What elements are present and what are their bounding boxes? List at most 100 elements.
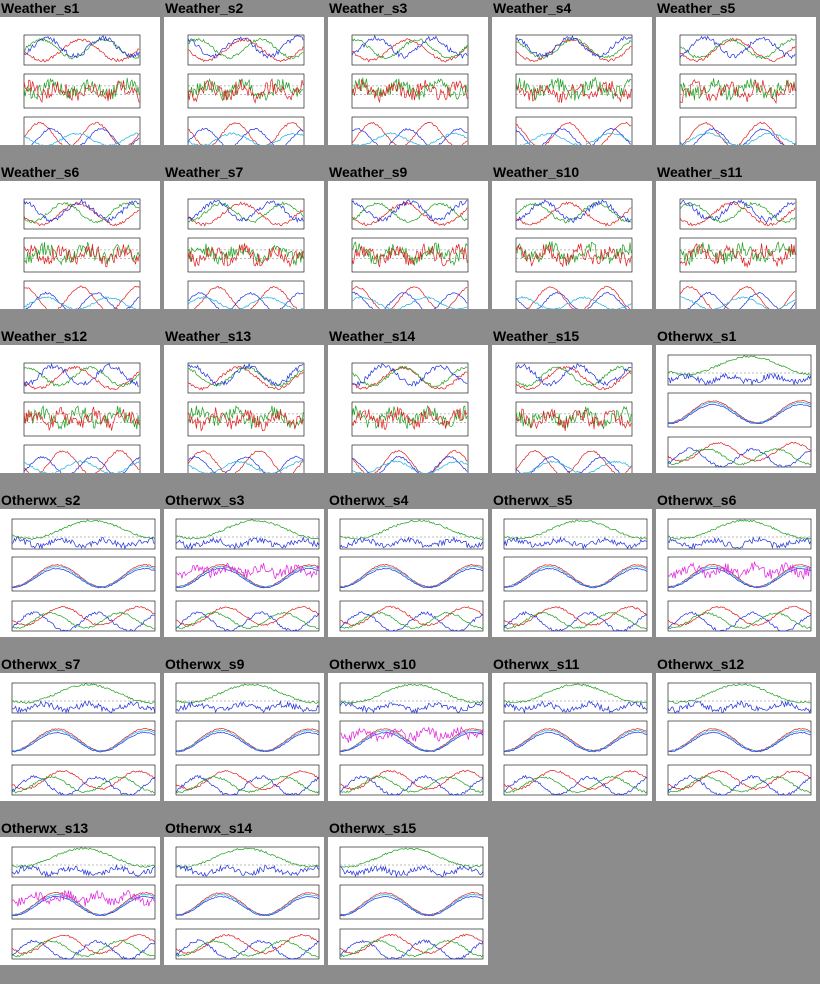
thumbnail-title: Weather_s10 (493, 164, 580, 180)
plot-trace (679, 285, 796, 309)
thumbnail-image-link[interactable] (164, 673, 324, 801)
thumbnail-plot (351, 34, 469, 145)
plot-trace (187, 455, 304, 473)
plot-trace (24, 449, 140, 473)
thumbnail-image-link[interactable] (164, 181, 324, 309)
plot-panel-frame (515, 237, 633, 273)
plot-panel-frame (503, 518, 648, 550)
thumbnail-image-link[interactable] (492, 181, 652, 309)
thumbnail-image-link[interactable] (492, 17, 652, 145)
plot-trace (352, 296, 468, 309)
plot-panel-frame (351, 237, 469, 273)
plot-trace (175, 567, 319, 589)
thumbnail-image-link[interactable] (492, 345, 652, 473)
thumbnail-image-link[interactable] (656, 509, 816, 637)
plot-trace (667, 728, 811, 752)
plot-trace (679, 241, 796, 266)
plot-trace (503, 728, 647, 752)
thumbnail-image-link[interactable] (0, 837, 160, 965)
plot-panel-frame (175, 600, 320, 632)
plot-trace (351, 449, 468, 473)
thumbnail-plot (11, 518, 156, 632)
plot-trace (11, 567, 156, 589)
plot-panel-frame (11, 720, 156, 756)
plot-panel-frame (339, 556, 484, 592)
plot-trace (679, 78, 796, 101)
plot-trace (23, 121, 140, 145)
plot-trace (11, 939, 156, 958)
plot-trace (668, 731, 811, 753)
plot-panel-frame (11, 518, 156, 550)
plot-trace (679, 199, 796, 223)
plot-trace (175, 700, 320, 714)
plot-panel-frame (11, 556, 156, 592)
plot-panel-frame (187, 444, 305, 473)
plot-trace (175, 605, 320, 626)
thumbnail-image-link[interactable] (164, 509, 324, 637)
thumbnail-title: Otherwx_s2 (1, 492, 81, 508)
thumbnail-image-link[interactable] (656, 181, 816, 309)
thumbnail-image-link[interactable] (0, 345, 160, 473)
plot-trace (12, 770, 155, 790)
plot-trace (11, 863, 156, 878)
plot-trace (175, 847, 319, 868)
plot-panel-frame (515, 362, 633, 394)
thumbnail-title: Otherwx_s1 (657, 328, 737, 344)
thumbnail-title: Otherwx_s6 (657, 492, 737, 508)
thumbnail-image-link[interactable] (0, 509, 160, 637)
thumbnail-image-link[interactable] (328, 673, 488, 801)
thumbnail-image-link[interactable] (0, 181, 160, 309)
plot-trace (11, 847, 155, 868)
thumbnail-image-link[interactable] (164, 17, 324, 145)
plot-trace (515, 199, 632, 223)
plot-trace (175, 565, 319, 588)
thumbnail-plot (339, 846, 484, 960)
plot-trace (187, 122, 304, 145)
plot-trace (175, 774, 320, 796)
thumbnail-image-link[interactable] (0, 673, 160, 801)
plot-panel-frame (175, 682, 320, 714)
plot-trace (23, 243, 140, 268)
thumbnail-title: Otherwx_s3 (165, 492, 245, 508)
plot-panel-frame (667, 600, 812, 632)
thumbnail-title: Weather_s13 (165, 328, 252, 344)
plot-trace (23, 296, 140, 309)
plot-trace (667, 401, 811, 424)
thumbnail-plot (23, 198, 141, 309)
plot-trace (667, 775, 811, 796)
plot-panel-frame (515, 34, 633, 66)
thumbnail-image-link[interactable] (164, 837, 324, 965)
thumbnail-image-link[interactable] (656, 673, 816, 801)
plot-trace (515, 201, 632, 224)
plot-panel-frame (679, 198, 797, 230)
plot-trace (339, 893, 484, 916)
thumbnail-image-link[interactable] (328, 17, 488, 145)
thumbnail-plot (187, 362, 305, 473)
thumbnail-image-link[interactable] (492, 509, 652, 637)
thumbnail-plot (339, 518, 484, 632)
thumbnail-plot (515, 198, 633, 309)
thumbnail-image-link[interactable] (328, 345, 488, 473)
thumbnail-image-link[interactable] (492, 673, 652, 801)
thumbnail-image-link[interactable] (0, 17, 160, 145)
plot-trace (351, 38, 468, 63)
plot-panel-frame (11, 846, 156, 878)
plot-trace (503, 700, 647, 714)
plot-trace (351, 285, 468, 309)
plot-trace (340, 726, 484, 743)
thumbnail-image-link[interactable] (328, 837, 488, 965)
thumbnail-image-link[interactable] (164, 345, 324, 473)
thumbnail-image-link[interactable] (328, 509, 488, 637)
plot-trace (25, 291, 140, 309)
plot-trace (23, 35, 140, 59)
thumbnail-image-link[interactable] (328, 181, 488, 309)
plot-trace (351, 132, 468, 145)
plot-panel-frame (175, 884, 320, 920)
thumbnail-image-link[interactable] (656, 345, 816, 473)
plot-trace (667, 567, 811, 589)
plot-trace (515, 460, 632, 473)
thumbnail-image-link[interactable] (656, 17, 816, 145)
plot-trace (667, 700, 812, 714)
plot-panel-frame (351, 116, 469, 145)
plot-trace (187, 366, 304, 387)
